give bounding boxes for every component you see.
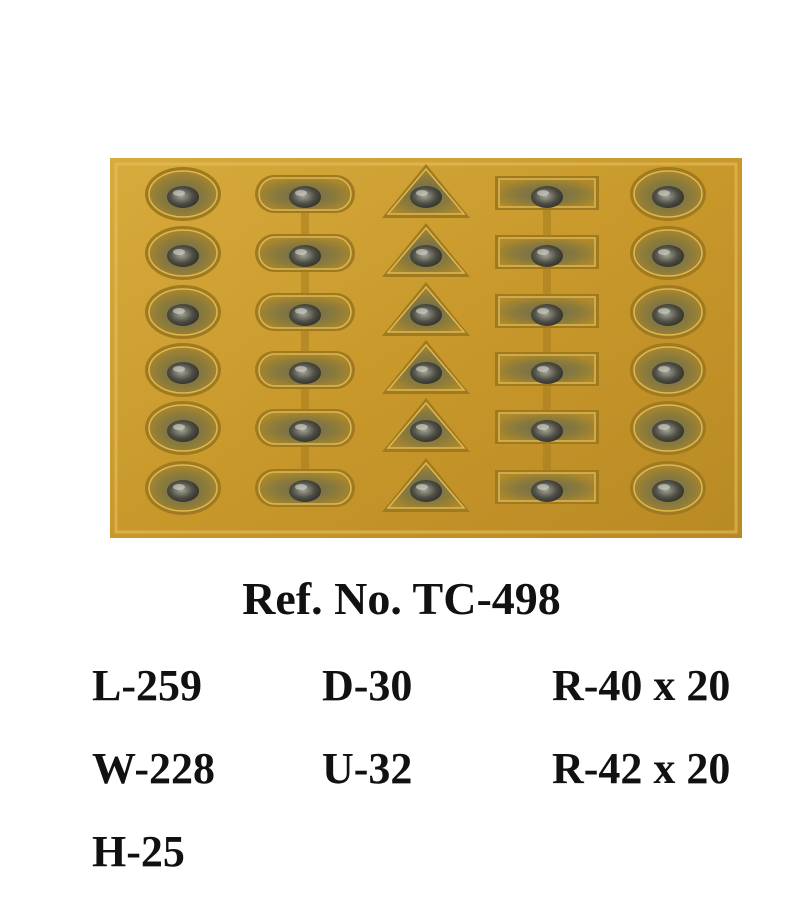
cavity-stadium xyxy=(255,175,355,213)
stone xyxy=(652,420,684,442)
spec-d: D-30 xyxy=(322,661,413,710)
stone xyxy=(410,304,442,326)
stone xyxy=(289,420,321,442)
cavity-triangle xyxy=(382,398,470,452)
stone xyxy=(531,186,563,208)
stone xyxy=(289,304,321,326)
stone xyxy=(410,420,442,442)
spec-r1: R-40 x 20 xyxy=(552,661,731,710)
cavity-circle xyxy=(630,461,706,515)
spec-u: U-32 xyxy=(322,744,413,793)
stone xyxy=(167,245,199,267)
cavity-stadium xyxy=(255,469,355,507)
cavity-stadium xyxy=(255,351,355,389)
stone xyxy=(531,304,563,326)
stone xyxy=(410,186,442,208)
tray-photo xyxy=(110,158,742,538)
stone xyxy=(167,362,199,384)
cavity-T-slot xyxy=(495,294,599,328)
stone xyxy=(531,245,563,267)
cavity-T-slot xyxy=(495,470,599,504)
stone xyxy=(652,304,684,326)
stone xyxy=(531,420,563,442)
cavity-circle xyxy=(145,285,221,339)
stone xyxy=(289,245,321,267)
stone xyxy=(167,304,199,326)
cavity-circle xyxy=(630,343,706,397)
cavity-T-slot xyxy=(495,352,599,386)
cavity-circle xyxy=(630,226,706,280)
cavity-T-slot xyxy=(495,410,599,444)
stone xyxy=(652,362,684,384)
spec-r2: R-42 x 20 xyxy=(552,744,731,793)
stone xyxy=(289,480,321,502)
stone xyxy=(531,362,563,384)
channel xyxy=(543,194,551,488)
cavity-circle xyxy=(145,343,221,397)
cavity-circle xyxy=(145,167,221,221)
cavity-T-slot xyxy=(495,235,599,269)
stone xyxy=(289,186,321,208)
stone xyxy=(410,362,442,384)
cavity-circle xyxy=(145,401,221,455)
stone xyxy=(167,186,199,208)
cavity-circle xyxy=(145,461,221,515)
cavity-triangle xyxy=(382,340,470,394)
reference-number: Ref. No. TC-498 xyxy=(242,573,561,624)
cavity-triangle xyxy=(382,458,470,512)
stone xyxy=(167,420,199,442)
cavity-stadium xyxy=(255,234,355,272)
spec-height: H-25 xyxy=(92,827,185,876)
cavity-circle xyxy=(630,167,706,221)
stone xyxy=(652,186,684,208)
stone xyxy=(531,480,563,502)
cavity-stadium xyxy=(255,293,355,331)
cavity-circle xyxy=(145,226,221,280)
stone xyxy=(652,245,684,267)
cavity-stadium xyxy=(255,409,355,447)
cavity-triangle xyxy=(382,223,470,277)
stone xyxy=(410,480,442,502)
cavity-T-slot xyxy=(495,176,599,210)
spec-length: L-259 xyxy=(92,661,202,710)
cavity-triangle xyxy=(382,164,470,218)
stone xyxy=(167,480,199,502)
stone xyxy=(289,362,321,384)
cavity-circle xyxy=(630,401,706,455)
spec-width: W-228 xyxy=(92,744,216,793)
channel xyxy=(301,194,309,488)
stone xyxy=(410,245,442,267)
cavity-triangle xyxy=(382,282,470,336)
stone xyxy=(652,480,684,502)
cavity-circle xyxy=(630,285,706,339)
